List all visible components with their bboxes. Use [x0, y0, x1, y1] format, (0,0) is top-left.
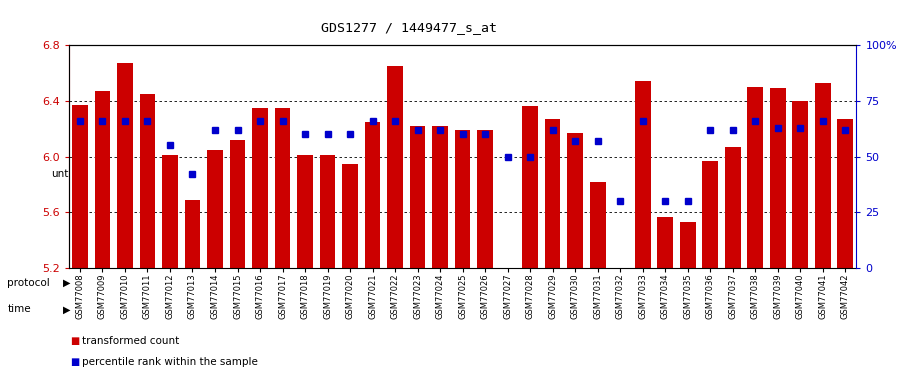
- Bar: [432, 126, 448, 268]
- Bar: [567, 133, 583, 268]
- Text: 25 d: 25 d: [789, 226, 812, 236]
- Bar: [635, 81, 650, 268]
- Bar: [384, 194, 541, 268]
- Text: transformed count: transformed count: [82, 336, 180, 346]
- Bar: [94, 91, 110, 268]
- Text: isograft: isograft: [308, 169, 347, 178]
- Bar: [69, 119, 856, 153]
- Bar: [230, 140, 245, 268]
- Bar: [454, 130, 471, 268]
- Bar: [252, 108, 267, 268]
- Bar: [69, 153, 114, 194]
- Bar: [365, 122, 380, 268]
- Bar: [725, 147, 740, 268]
- Text: ▶: ▶: [63, 278, 71, 288]
- Bar: [631, 194, 744, 268]
- Bar: [541, 194, 631, 268]
- Bar: [744, 194, 856, 268]
- Bar: [769, 88, 786, 268]
- Bar: [114, 194, 249, 268]
- Bar: [541, 153, 856, 194]
- Bar: [409, 126, 425, 268]
- Text: ■: ■: [71, 357, 80, 367]
- Bar: [387, 66, 403, 268]
- Bar: [297, 155, 313, 268]
- Text: 0 d: 0 d: [83, 226, 100, 236]
- Bar: [343, 164, 358, 268]
- Text: 25 d: 25 d: [451, 226, 474, 236]
- Text: 14 d: 14 d: [676, 226, 699, 236]
- Text: 4 d: 4 d: [578, 226, 594, 236]
- Text: ■: ■: [71, 336, 80, 346]
- Text: percentile rank within the sample: percentile rank within the sample: [82, 357, 258, 367]
- Text: GDS1277 / 1449477_s_at: GDS1277 / 1449477_s_at: [321, 21, 496, 34]
- Text: allograft: allograft: [677, 169, 721, 178]
- Bar: [590, 182, 605, 268]
- Text: 4 d: 4 d: [173, 226, 190, 236]
- Bar: [139, 94, 156, 268]
- Bar: [658, 216, 673, 268]
- Bar: [69, 194, 114, 268]
- Bar: [792, 101, 808, 268]
- Bar: [747, 87, 763, 268]
- Bar: [114, 153, 541, 194]
- Bar: [320, 155, 335, 268]
- Bar: [185, 200, 201, 268]
- Bar: [522, 106, 538, 268]
- Bar: [249, 194, 384, 268]
- Bar: [477, 130, 493, 268]
- Bar: [703, 161, 718, 268]
- Bar: [837, 119, 853, 268]
- Text: untransplanted: untransplanted: [51, 169, 131, 178]
- Bar: [207, 150, 223, 268]
- Bar: [117, 63, 133, 268]
- Bar: [680, 222, 695, 268]
- Text: ▶: ▶: [63, 304, 71, 314]
- Text: 14 d: 14 d: [305, 226, 328, 236]
- Bar: [275, 108, 290, 268]
- Bar: [72, 105, 88, 268]
- Text: time: time: [7, 304, 31, 314]
- Bar: [815, 82, 831, 268]
- Text: protocol: protocol: [7, 278, 50, 288]
- Bar: [162, 155, 178, 268]
- Bar: [545, 119, 561, 268]
